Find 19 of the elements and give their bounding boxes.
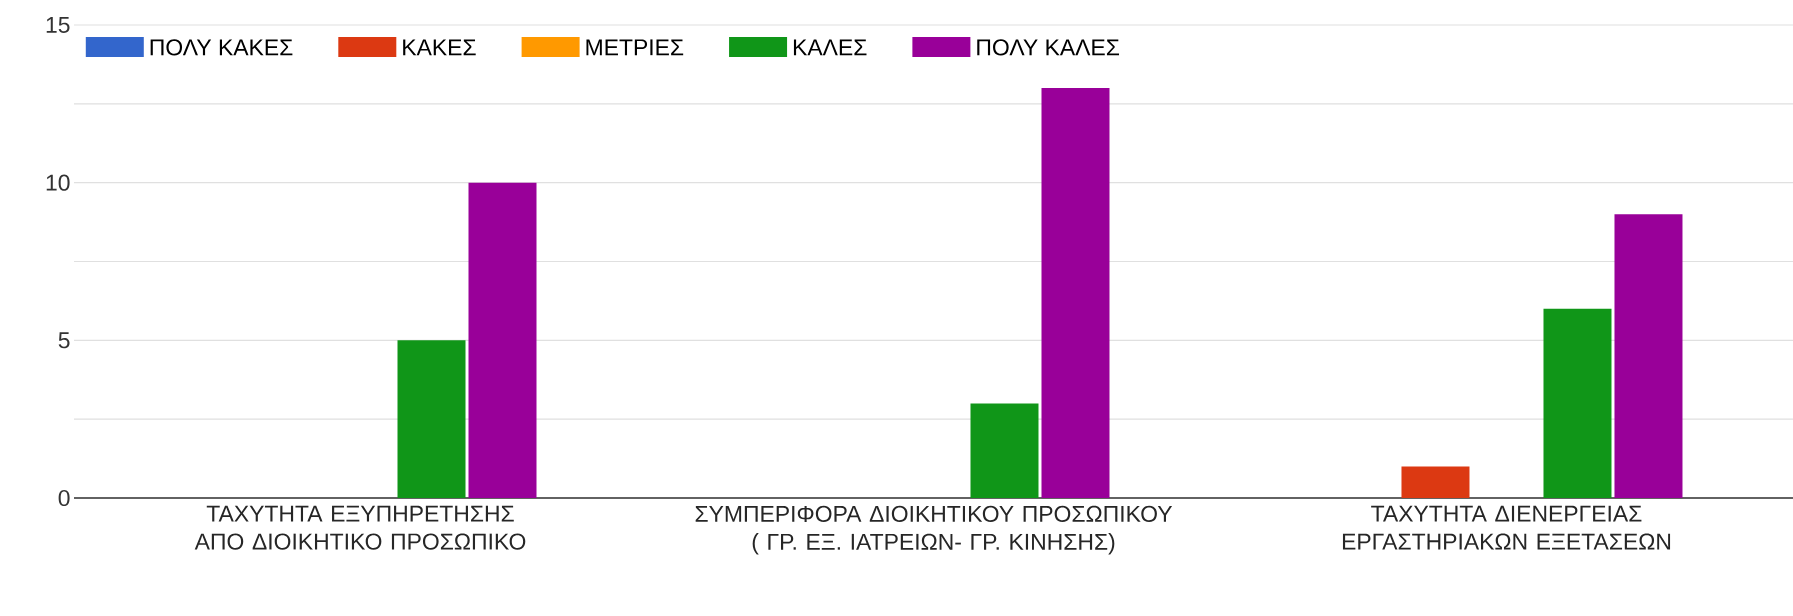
bar [1614, 214, 1683, 498]
y-tick-label: 10 [46, 174, 70, 191]
x-tick-label: ΤΑΧΥΤΗΤΑ ΔΙΕΝΕΡΓΕΙΑΣ ΕΡΓΑΣΤΗΡΙΑΚΩΝ ΕΞΕΤΑΣΕΩΝ [1342, 505, 1671, 550]
bar [970, 403, 1039, 498]
y-tick-label: 15 [46, 17, 70, 33]
legend-label: ΠΟΛΥ ΚΑΛΕΣ [977, 39, 1120, 56]
x-tick-label: ΤΑΧΥΤΗΤΑ ΕΞΥΠΗΡΕΤΗΣΗΣ ΑΠΟ ΔΙΟΙΚΗΤΙΚΟ ΠΡΟΣΩΠΙΚΟ [194, 505, 526, 550]
bar [468, 182, 537, 498]
x-tick-label: ΣΥΜΠΕΡΙΦΟΡΑ ΔΙΟΙΚΗΤΙΚΟΥ ΠΡΟΣΩΠΙΚΟΥ ( ΓΡ. ΕΞ. ΙΑΤΡΕΙΩΝ- ΓΡ. ΚΙΝΗΣΗΣ) [695, 505, 1173, 555]
legend-label: ΚΑΛΕΣ [793, 39, 867, 56]
y-tick-label: 5 [58, 332, 70, 349]
bar [1041, 88, 1110, 498]
legend-label: ΠΟΛΥ ΚΑΚΕΣ [150, 39, 293, 56]
bar [397, 340, 466, 498]
legend-label: ΜΕΤΡΙΕΣ [586, 39, 684, 56]
bar [1543, 308, 1612, 498]
bar [1401, 466, 1470, 498]
y-tick-label: 0 [58, 489, 70, 507]
legend-label: ΚΑΚΕΣ [403, 39, 476, 56]
